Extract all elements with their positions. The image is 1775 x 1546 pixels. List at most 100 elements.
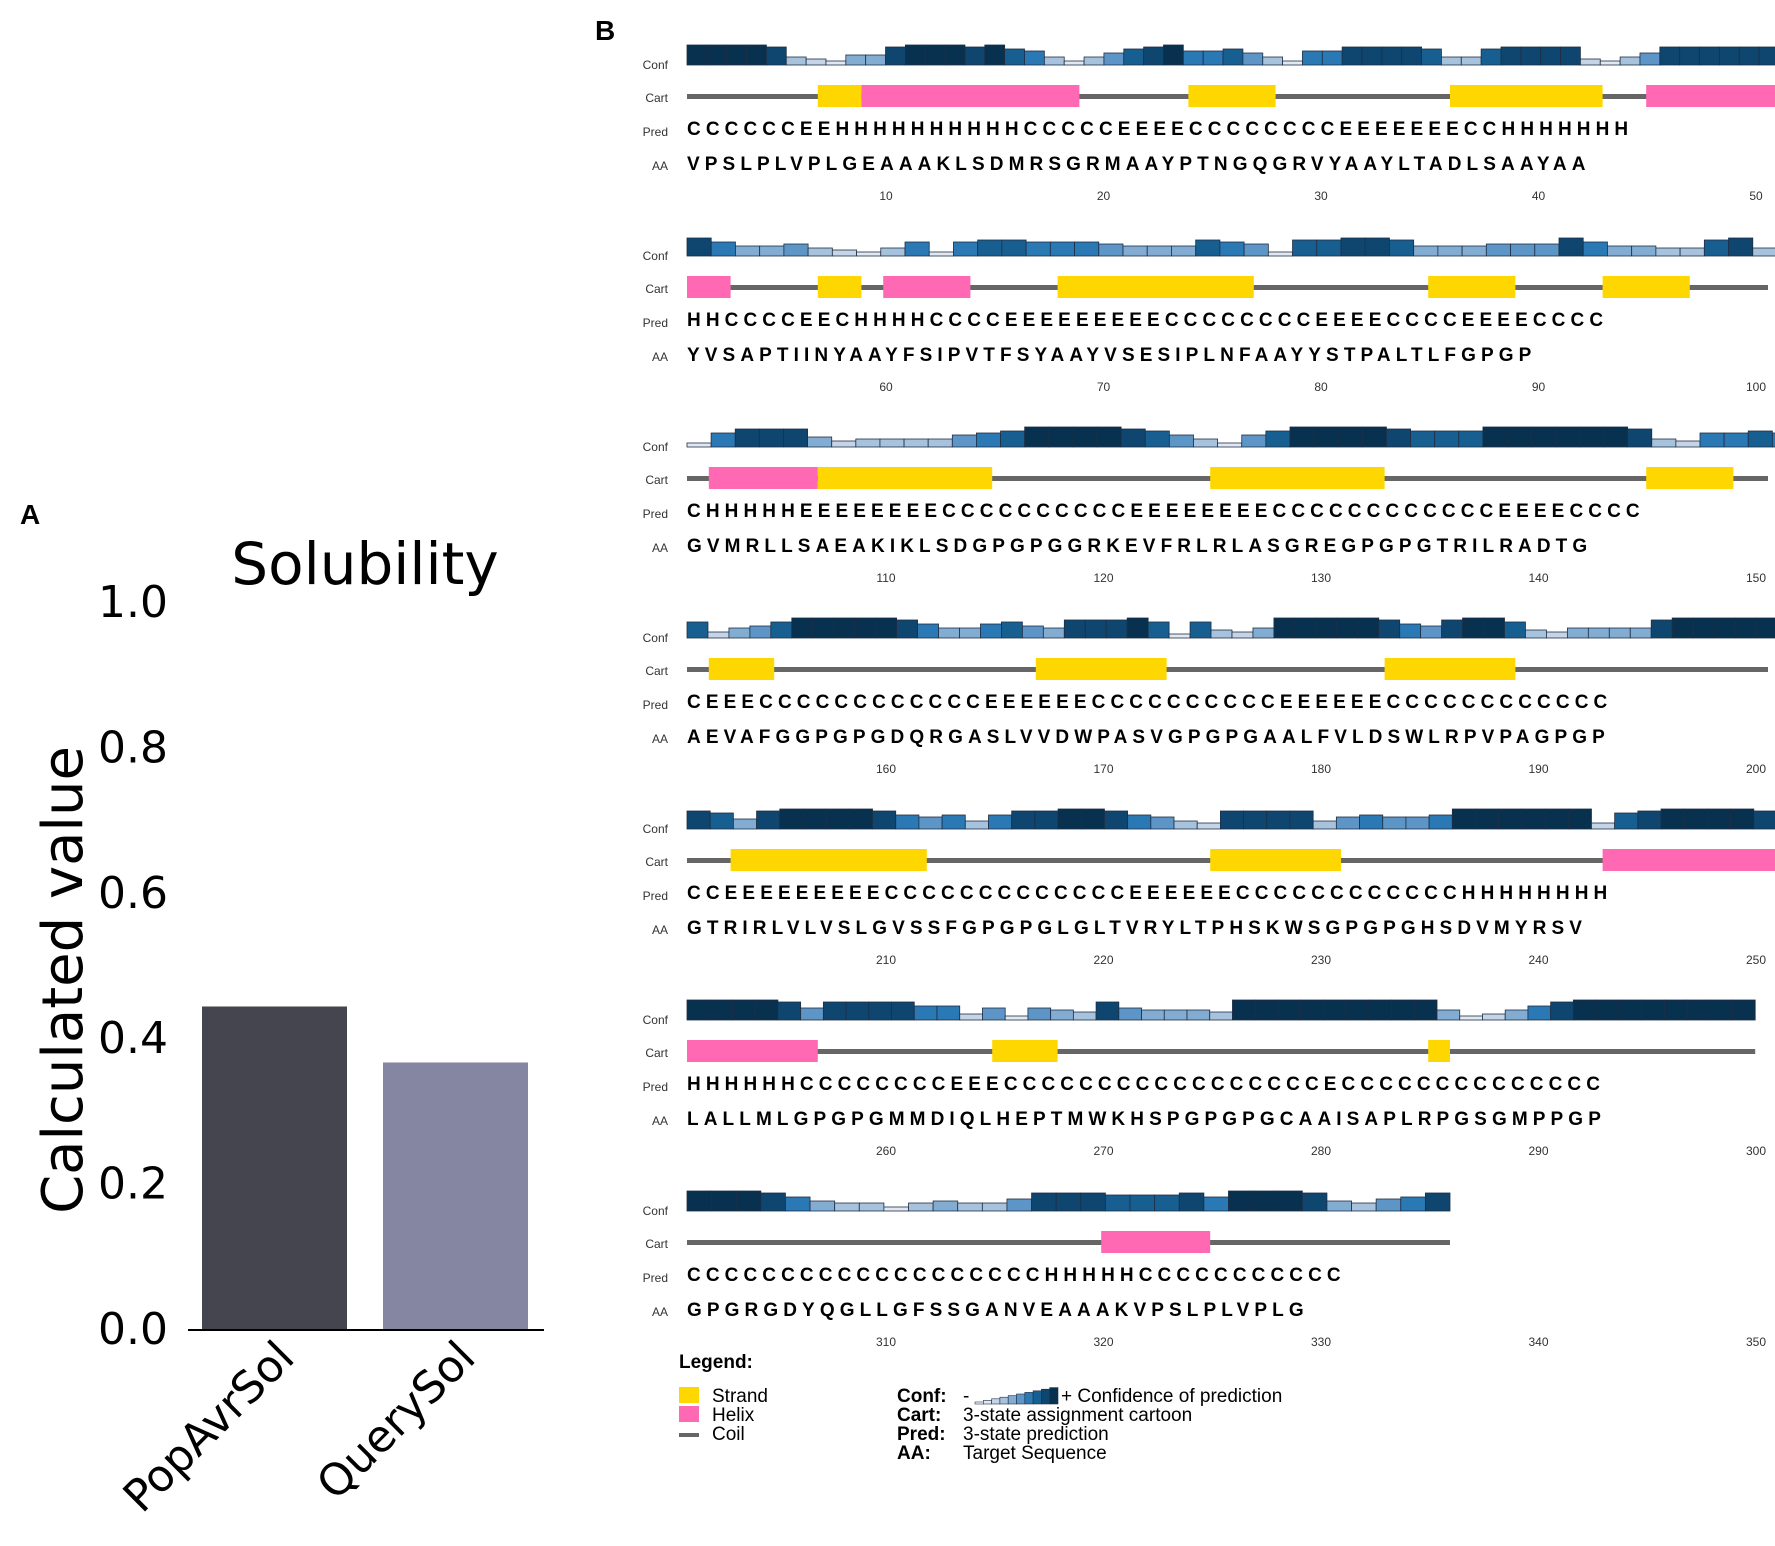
conf-bar: [686, 621, 709, 639]
strand-segment: [1602, 276, 1690, 298]
helix-swatch: [679, 1406, 699, 1422]
conf-bar: [1534, 243, 1560, 257]
conf-bar: [1242, 52, 1264, 66]
strand-segment: [708, 658, 775, 680]
conf-bar: [1550, 1001, 1574, 1021]
pred-sequence: HHHHHHCCCCCCCCEEECCCCCCCCCCCCCCCCCECCCCC…: [687, 1074, 1605, 1095]
row-label-aa: AA: [652, 350, 668, 364]
pred-sequence: CEEECCCCCCCCCCCCEEEEEECCCCCCCCCCEEEEEECC…: [687, 692, 1612, 713]
conf-bar: [807, 247, 833, 257]
conf-scale-step: [1041, 1388, 1051, 1405]
row-label-pred: Pred: [643, 316, 668, 330]
conf-scale-step: [1049, 1387, 1059, 1405]
position-tick-label: 230: [1311, 953, 1331, 967]
conf-bar: [1461, 245, 1487, 257]
row-label-aa: AA: [652, 1305, 668, 1319]
aa-sequence: GTRIRLVLVSLGVSSFGPGPGLGLTVRYLTPHSKWSGPGP…: [687, 918, 1587, 939]
conf-bar: [1663, 999, 1688, 1021]
conf-bar: [1732, 999, 1756, 1021]
conf-bar: [944, 44, 966, 66]
conf-bar: [686, 44, 708, 66]
conf-bar: [1428, 814, 1453, 830]
conf-bar: [1420, 625, 1443, 639]
conf-bar: [879, 438, 905, 448]
conf-bar: [754, 999, 779, 1021]
legend-pred-key: Pred:: [897, 1424, 946, 1445]
conf-bar: [1400, 1196, 1426, 1212]
strand-segment: [817, 85, 862, 107]
conf-bar: [1231, 631, 1254, 639]
conf-scale-step: [982, 1400, 992, 1405]
conf-bar: [1434, 430, 1460, 448]
conf-bar: [1173, 820, 1198, 830]
conf-bar: [1034, 810, 1059, 830]
conf-bar: [1025, 241, 1051, 257]
position-tick-label: 60: [879, 380, 893, 394]
conf-bar: [1163, 1009, 1188, 1021]
conf-bar: [1063, 619, 1086, 639]
conf-bar: [1758, 46, 1775, 66]
conf-bar: [1345, 999, 1370, 1021]
sequence-block: Conf Cart Pred AA CCCCCCEEHHHHHHHHHHCCCCCEEE…: [643, 44, 1775, 203]
position-tick-label: 180: [1311, 762, 1331, 776]
conf-bar: [872, 810, 897, 830]
conf-bar: [848, 808, 873, 830]
conf-scale-step: [1024, 1392, 1034, 1405]
conf-bar: [1723, 432, 1749, 448]
conf-bar: [908, 1202, 934, 1212]
conf-bar: [711, 1190, 737, 1212]
helix-segment: [861, 85, 1080, 107]
y-tick-label: 0.6: [98, 868, 168, 919]
conf-bar: [1098, 243, 1124, 257]
sequence-block: Conf Cart Pred AA CEEECCCCCCCCCCCCEEEEEECCCC…: [643, 617, 1775, 776]
chart-title: Solubility: [231, 530, 498, 598]
position-tick-label: 300: [1746, 1144, 1766, 1158]
legend-coil-label: Coil: [712, 1424, 745, 1445]
conf-bar: [1451, 808, 1476, 830]
conf-bar: [1752, 247, 1775, 257]
position-tick-label: 200: [1746, 762, 1766, 776]
conf-bar: [1607, 245, 1633, 257]
conf-bar: [834, 1202, 860, 1212]
conf-bar: [1241, 434, 1267, 448]
panel-label-a: A: [20, 499, 40, 530]
conf-bar: [1171, 245, 1197, 257]
conf-bar: [709, 999, 733, 1021]
conf-bar: [1232, 999, 1256, 1021]
strand-segment: [992, 1040, 1058, 1062]
conf-bar: [1351, 1202, 1377, 1212]
conf-bar: [831, 440, 857, 448]
conf-bar: [1587, 627, 1610, 639]
position-tick-label: 210: [876, 953, 896, 967]
conf-bar: [1381, 46, 1403, 66]
conf-bar: [1186, 1009, 1211, 1021]
conf-bar: [825, 60, 847, 66]
conf-bar: [988, 814, 1013, 830]
conf-bar: [980, 623, 1002, 639]
conf-bar: [1567, 808, 1592, 830]
conf-bar: [710, 432, 736, 448]
conf-bar: [791, 617, 814, 639]
conf-bar: [1359, 814, 1384, 830]
legend-strand-label: Strand: [712, 1386, 768, 1407]
conf-bar: [1582, 241, 1608, 257]
conf-bar: [1336, 617, 1359, 639]
strand-segment: [1428, 1040, 1450, 1062]
conf-bar: [1001, 621, 1023, 639]
conf-bar: [1144, 430, 1170, 448]
conf-bar: [756, 810, 781, 830]
conf-bar: [1631, 245, 1657, 257]
conf-bar: [1004, 48, 1025, 66]
conf-bar: [1485, 243, 1511, 257]
conf-bar: [1282, 60, 1303, 66]
conf-bar: [1001, 239, 1027, 257]
aa-sequence: GPGRGDYQGLLGFSSGANVEAAAKVPSLPLVPLG: [687, 1300, 1309, 1321]
confidence-scale-icon: [974, 1387, 1059, 1405]
conf-bar: [918, 816, 943, 830]
row-label-conf: Conf: [643, 1204, 669, 1218]
conf-bar: [1335, 816, 1360, 830]
row-label-aa: AA: [652, 732, 668, 746]
conf-bar: [1692, 617, 1715, 639]
conf-bar: [749, 625, 772, 639]
conf-bar: [1302, 50, 1323, 66]
